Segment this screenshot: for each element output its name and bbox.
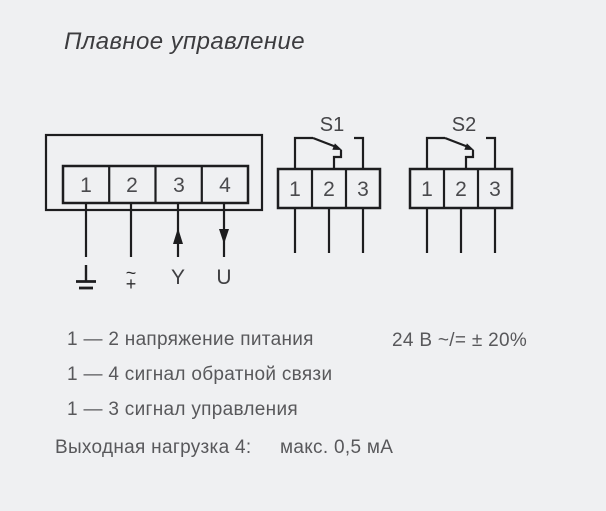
s2-open-contact	[486, 136, 497, 169]
terminal-number: 1	[289, 178, 301, 201]
s1-label: S1	[320, 114, 344, 136]
switch-s2	[408, 136, 514, 253]
terminal-number: 3	[357, 178, 369, 201]
terminal-number: 4	[219, 174, 231, 197]
power-tilde-symbol: ~	[126, 263, 137, 283]
arrow-down-icon	[219, 229, 229, 244]
terminal-number: 2	[126, 174, 138, 197]
ground-icon	[76, 265, 96, 290]
legend-value-max-current: макс. 0,5 мА	[280, 437, 394, 458]
s2-blade-arrowhead	[464, 143, 474, 150]
terminal-number: 3	[489, 178, 501, 201]
power-plus-symbol: +	[126, 274, 137, 294]
terminal-number: 1	[80, 174, 92, 197]
terminal-number: 1	[421, 178, 433, 201]
page-title: Плавное управление	[64, 28, 305, 55]
arrow-up-icon	[173, 228, 183, 244]
control-signal-label: Y	[171, 266, 185, 289]
terminal-number: 2	[323, 178, 335, 201]
s2-label: S2	[452, 114, 476, 136]
legend-line-feedback: 1 — 4 сигнал обратной связи	[67, 364, 333, 385]
terminal-number: 3	[173, 174, 185, 197]
switch-s1	[276, 136, 382, 253]
s2-terminal2-step	[464, 150, 475, 169]
s1-terminal2-step	[332, 150, 343, 169]
s1-blade-arrowhead	[332, 143, 342, 150]
s2-common-contact	[425, 136, 445, 169]
terminal-number: 2	[455, 178, 467, 201]
legend-value-voltage: 24 В ~/= ± 20%	[392, 330, 528, 351]
actuator-housing	[44, 133, 264, 212]
s2-switch-blade	[444, 136, 468, 148]
s1-open-contact	[354, 136, 365, 169]
legend-line-control: 1 — 3 сигнал управления	[67, 399, 298, 420]
s1-common-contact	[293, 136, 313, 169]
s1-switch-blade	[312, 136, 336, 148]
feedback-signal-label: U	[216, 266, 231, 289]
legend-line-power: 1 — 2 напряжение питания	[67, 329, 314, 350]
legend-line-output-load: Выходная нагрузка 4:	[55, 437, 252, 458]
